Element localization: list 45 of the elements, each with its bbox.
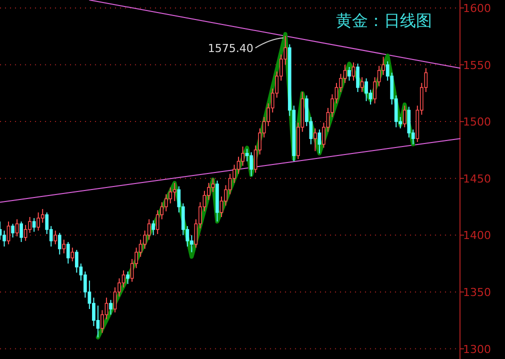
y-tick-label: 1550	[463, 58, 491, 72]
candlestick	[364, 78, 368, 102]
candlestick	[172, 182, 176, 202]
candlestick	[40, 208, 44, 224]
y-tick-label: 1400	[463, 229, 491, 242]
candlestick	[211, 178, 215, 192]
candlestick	[241, 146, 244, 166]
candlestick	[168, 186, 172, 204]
candlestick	[147, 218, 151, 240]
candlestick	[24, 224, 28, 242]
candlestick	[54, 230, 58, 245]
candlestick	[407, 106, 411, 138]
candlestick	[20, 221, 23, 242]
annotation: 1575.40	[208, 37, 284, 55]
candlestick	[402, 105, 406, 128]
y-tick-label: 1300	[463, 342, 491, 356]
y-tick-label: 1350	[463, 286, 491, 299]
candlestick	[62, 239, 66, 254]
candlestick	[109, 299, 112, 316]
candlestick	[2, 230, 6, 248]
candlestick	[32, 218, 36, 232]
candlestick	[352, 62, 356, 82]
y-tick-label: 1500	[463, 116, 491, 129]
candlestick	[126, 271, 130, 285]
candlestick	[156, 210, 160, 235]
candlestick	[250, 152, 253, 177]
candlestick	[348, 66, 351, 82]
candlestick	[66, 241, 70, 264]
candlestick	[356, 63, 360, 93]
candlestick	[74, 249, 78, 274]
annotation: 1575.40	[208, 42, 254, 55]
candlestick	[152, 220, 156, 236]
candlestick	[58, 232, 62, 255]
candlestick	[164, 194, 168, 212]
candlestick	[113, 286, 117, 313]
candlestick	[6, 221, 10, 245]
candlestick	[314, 128, 317, 152]
y-tick-label: 1600	[463, 2, 491, 15]
candlestick	[70, 247, 74, 262]
title: 黄金：日线图	[336, 11, 432, 30]
candlestick	[11, 223, 14, 238]
candlestick	[360, 76, 364, 93]
y-tick-label: 1450	[463, 172, 491, 186]
candlestick	[36, 212, 40, 232]
candlestick	[15, 218, 19, 237]
